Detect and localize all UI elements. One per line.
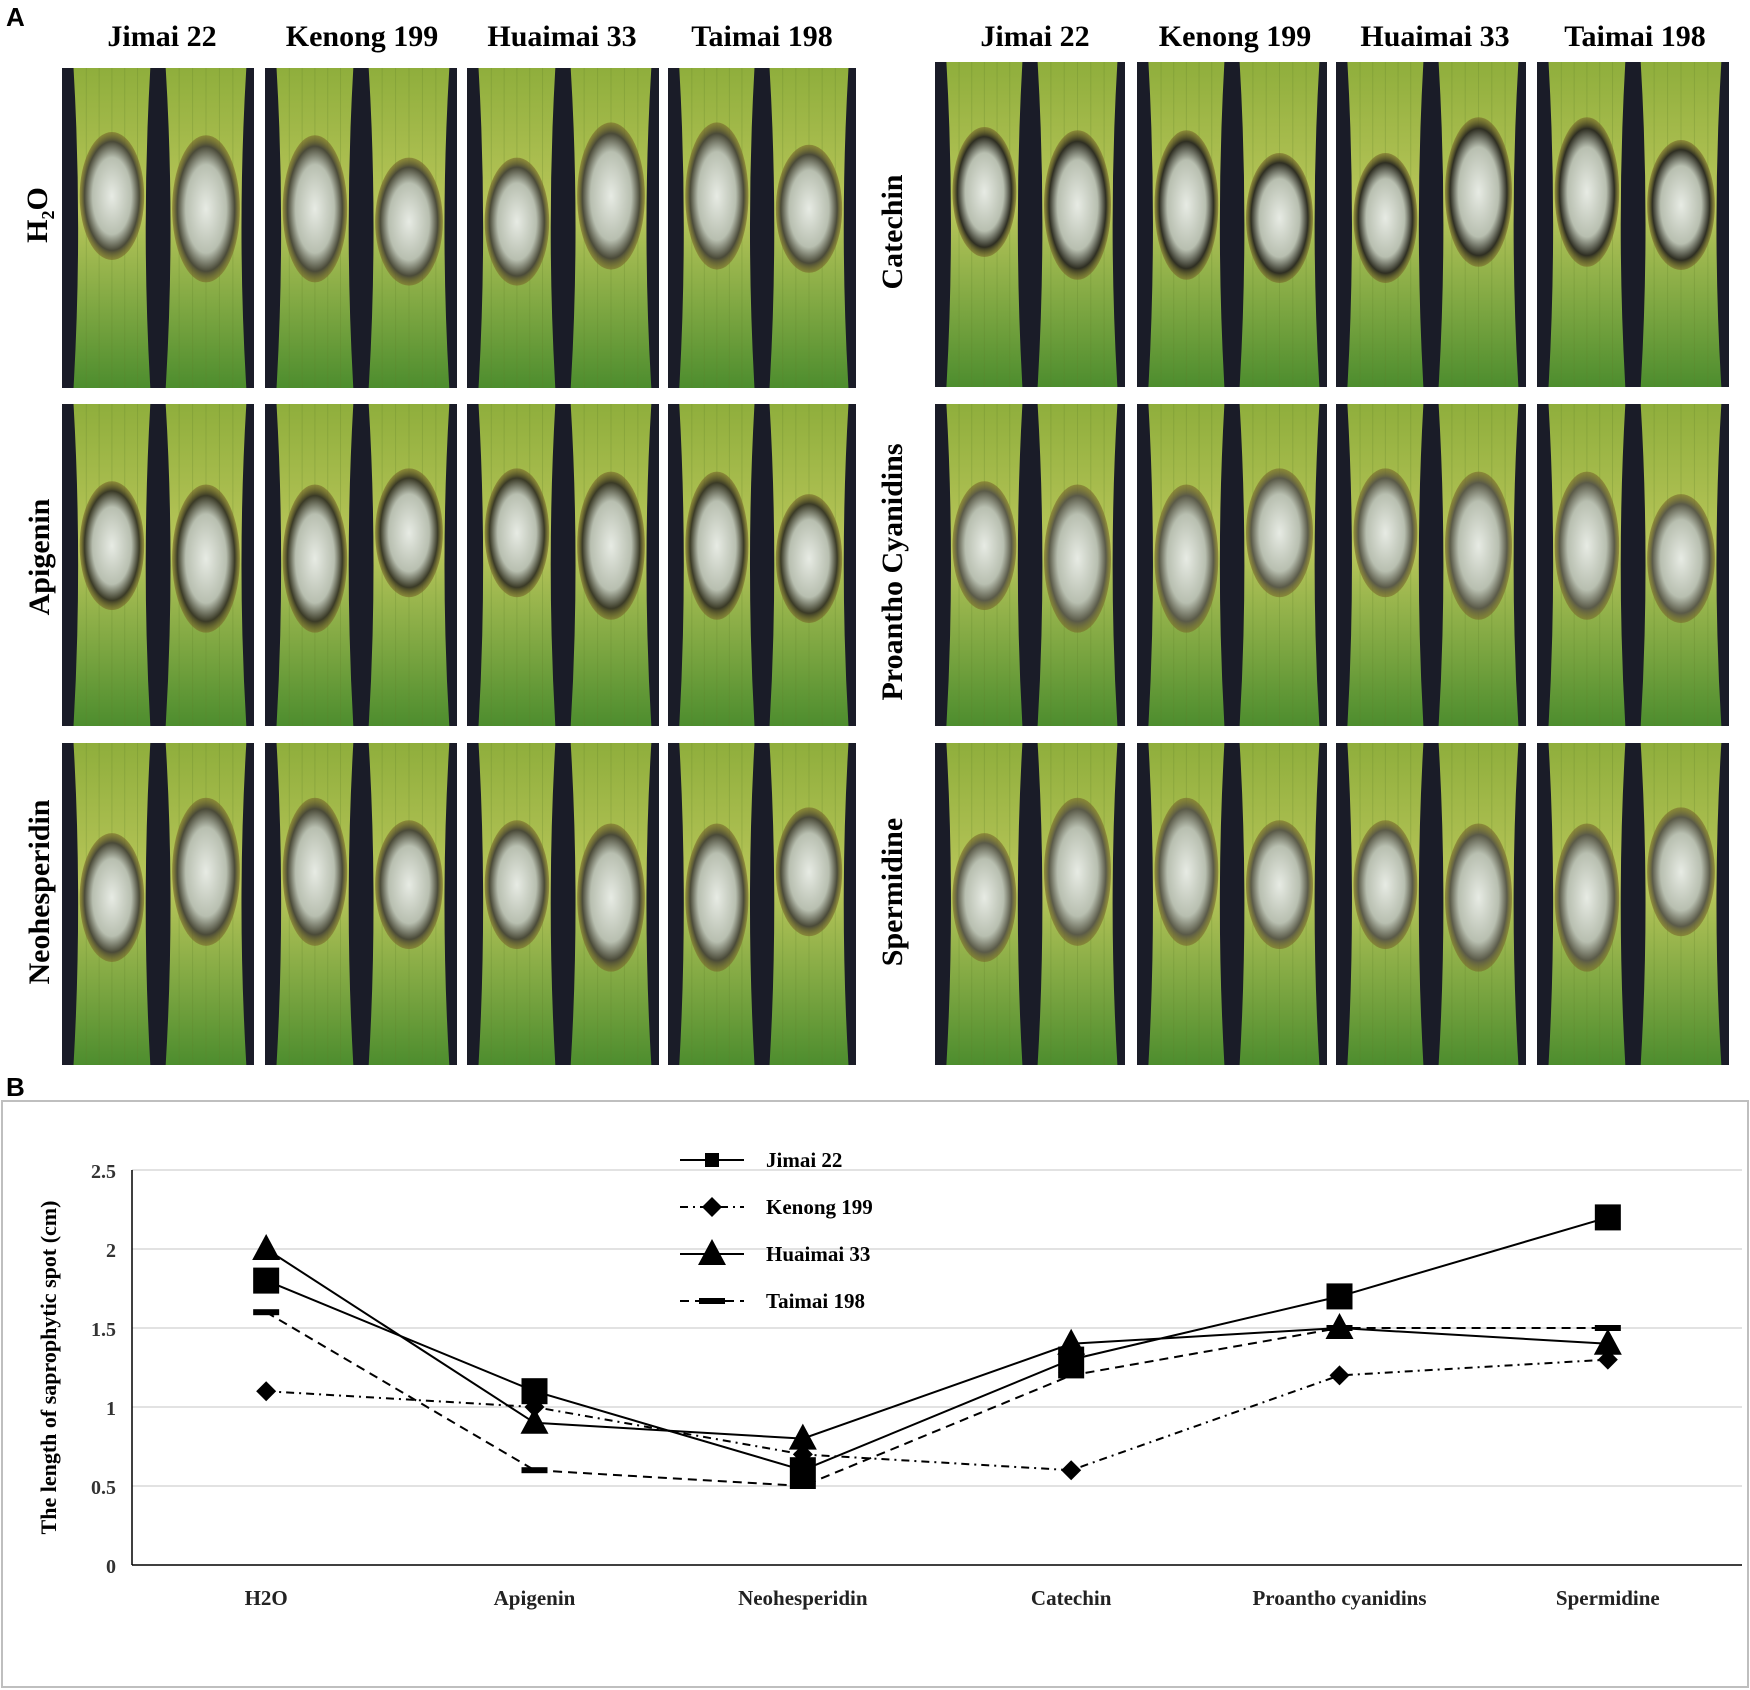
point-taimai-198-1 [521, 1467, 548, 1474]
leaf-photo-left-r1-c3 [467, 68, 659, 388]
panel-a-label: A [6, 2, 25, 32]
point-jimai-22-0 [253, 1267, 280, 1294]
y-tick-label: 0.5 [91, 1477, 116, 1499]
y-tick-label: 0 [106, 1556, 116, 1578]
point-jimai-22-5 [1594, 1204, 1621, 1231]
row-label-catechin: Catechin [876, 174, 909, 290]
row-label-h2o: H2O [21, 187, 58, 243]
col-header-left-1: Jimai 22 [107, 20, 217, 53]
legend-marker [699, 1298, 725, 1304]
leaf-photo-right-r2-c2 [1137, 404, 1327, 726]
point-kenong-199-0 [256, 1381, 277, 1402]
point-kenong-199-3 [1061, 1460, 1082, 1481]
leaf-photo-right-r3-c3 [1336, 743, 1526, 1065]
x-tick-label: Apigenin [494, 1586, 576, 1610]
col-header-right-1: Jimai 22 [980, 20, 1090, 53]
point-taimai-198-3 [1058, 1372, 1085, 1379]
leaf-photo-left-r3-c4 [668, 743, 856, 1065]
leaf-photo-right-r1-c2 [1137, 62, 1327, 387]
leaf-photo-left-r2-c3 [467, 404, 659, 726]
legend-label: Kenong 199 [766, 1195, 873, 1219]
leaf-photo-left-r3-c1 [62, 743, 254, 1065]
series-line-huaimai-33 [265, 1248, 1608, 1440]
row-label-proanthocyanidins: Proantho Cyanidins [876, 443, 909, 701]
leaf-photo-left-r2-c1 [62, 404, 254, 726]
point-kenong-199-4 [1329, 1365, 1350, 1386]
leaf-photo-left-r1-c4 [668, 68, 856, 388]
leaf-photo-left-r3-c2 [265, 743, 457, 1065]
row-label-neohesperidin: Neohesperidin [23, 799, 56, 985]
leaf-photo-left-r1-c1 [62, 68, 254, 388]
legend-label: Huaimai 33 [766, 1242, 870, 1266]
legend-marker [702, 1197, 722, 1217]
point-taimai-198-2 [789, 1483, 816, 1489]
point-kenong-199-5 [1597, 1349, 1618, 1370]
series-line-jimai-22 [265, 1216, 1609, 1472]
legend-label: Jimai 22 [766, 1148, 842, 1172]
leaf-photo-left-r2-c4 [668, 404, 856, 726]
leaf-photo-right-r2-c1 [935, 404, 1125, 726]
legend-label: Taimai 198 [766, 1289, 865, 1313]
leaf-photo-right-r2-c3 [1336, 404, 1526, 726]
point-taimai-198-0 [253, 1309, 280, 1316]
point-huaimai-33-1 [520, 1407, 549, 1434]
leaf-photo-right-r3-c2 [1137, 743, 1327, 1065]
point-huaimai-33-2 [788, 1423, 817, 1450]
col-header-left-3: Huaimai 33 [487, 20, 637, 53]
col-header-left-4: Taimai 198 [691, 20, 833, 53]
y-tick-label: 1.5 [91, 1319, 116, 1341]
row-label-spermidine: Spermidine [876, 817, 909, 967]
point-kenong-199-1 [524, 1397, 545, 1417]
legend-marker [705, 1153, 719, 1167]
point-huaimai-33-0 [252, 1234, 281, 1260]
x-tick-label: Catechin [1031, 1586, 1112, 1610]
x-tick-label: Proantho cyanidins [1252, 1586, 1426, 1610]
x-tick-label: H2O [245, 1586, 288, 1610]
leaf-photo-left-r2-c2 [265, 404, 457, 726]
leaf-photo-left-r1-c2 [265, 68, 457, 388]
col-header-right-2: Kenong 199 [1158, 20, 1312, 53]
y-tick-label: 2.5 [91, 1161, 116, 1183]
point-huaimai-33-5 [1593, 1328, 1622, 1355]
series-line-taimai-198 [265, 1311, 1608, 1488]
x-tick-label: Neohesperidin [738, 1586, 868, 1610]
leaf-photo-right-r1-c3 [1336, 62, 1526, 387]
x-tick-label: Spermidine [1556, 1586, 1660, 1610]
line-chart: 0 0.5 1 1.5 2 2.5 H2O Apigenin Neohesperidin Cate… [1, 1100, 1749, 1688]
leaf-photo-right-r3-c1 [935, 743, 1125, 1065]
row-label-apigenin: Apigenin [23, 498, 56, 616]
point-taimai-198-5 [1594, 1325, 1621, 1331]
legend-marker [698, 1239, 726, 1265]
point-jimai-22-4 [1326, 1283, 1353, 1310]
point-huaimai-33-3 [1057, 1328, 1086, 1355]
panel-b-label: B [6, 1072, 25, 1102]
leaf-photo-right-r1-c4 [1537, 62, 1729, 387]
y-axis-title: The length of saprophytic spot (cm) [36, 1201, 61, 1535]
leaf-photo-right-r2-c4 [1537, 404, 1729, 726]
point-taimai-198-4 [1326, 1325, 1353, 1331]
series-line-kenong-199 [266, 1358, 1608, 1472]
col-header-right-3: Huaimai 33 [1360, 20, 1510, 53]
col-header-right-4: Taimai 198 [1564, 20, 1706, 53]
y-tick-label: 1 [106, 1398, 116, 1420]
leaf-photo-right-r1-c1 [935, 62, 1125, 387]
chart-frame [1, 1100, 1749, 1688]
leaf-photo-left-r3-c3 [467, 743, 659, 1065]
leaf-photo-right-r3-c4 [1537, 743, 1729, 1065]
y-tick-label: 2 [106, 1240, 116, 1262]
col-header-left-2: Kenong 199 [285, 20, 439, 53]
